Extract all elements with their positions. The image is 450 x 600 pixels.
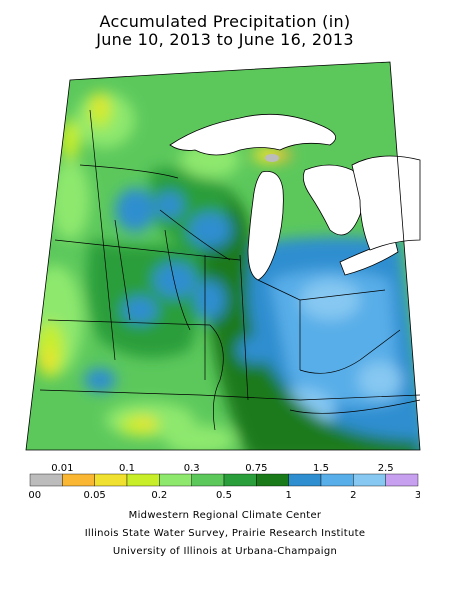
map-date-range: June 10, 2013 to June 16, 2013 xyxy=(96,30,354,49)
legend-swatch xyxy=(288,473,322,487)
legend-bottom-label: 0.05 xyxy=(84,490,106,501)
legend-color-bar xyxy=(29,473,419,487)
legend-top-label: 2.5 xyxy=(378,463,394,474)
legend-swatch xyxy=(191,473,225,487)
legend-top-label: 0.3 xyxy=(184,463,200,474)
credit-mrcc: Midwestern Regional Climate Center xyxy=(128,510,322,521)
legend-swatch xyxy=(223,473,257,487)
map-title: Accumulated Precipitation (in) xyxy=(99,12,351,31)
state-borders xyxy=(39,109,421,431)
legend-bottom-labels: 0.000.050.20.51235 xyxy=(28,490,420,501)
credit-isws: Illinois State Water Survey, Prairie Res… xyxy=(84,528,366,539)
legend-bottom-label: 3 xyxy=(415,490,420,501)
legend-bottom-label: 0.00 xyxy=(28,490,41,501)
credit-uiuc: University of Illinois at Urbana-Champai… xyxy=(112,546,338,557)
legend-bottom-label: 0.5 xyxy=(216,490,232,501)
color-scale-legend: 0.010.10.30.751.52.54 0.000.050.20.51235 xyxy=(28,463,420,501)
legend-swatch xyxy=(320,473,354,487)
legend-swatch xyxy=(94,473,128,487)
legend-bottom-label: 1 xyxy=(285,490,291,501)
legend-swatch xyxy=(353,473,386,487)
legend-swatch xyxy=(159,473,192,487)
legend-swatch xyxy=(256,473,289,487)
legend-top-labels: 0.010.10.30.751.52.54 xyxy=(51,463,394,474)
lake-huron xyxy=(302,164,364,236)
legend-top-label: 0.1 xyxy=(119,463,135,474)
legend-swatch xyxy=(62,473,95,487)
map-border xyxy=(25,61,421,451)
legend-top-label: 1.5 xyxy=(313,463,329,474)
legend-top-label: 0.75 xyxy=(245,463,267,474)
legend-top-label: 0.01 xyxy=(51,463,73,474)
legend-swatch xyxy=(126,473,160,487)
legend-bottom-label: 2 xyxy=(350,490,356,501)
precipitation-map xyxy=(25,61,421,451)
lake-superior xyxy=(169,113,337,156)
legend-swatch xyxy=(385,473,419,487)
lake-erie xyxy=(339,239,399,276)
legend-swatch xyxy=(29,473,63,487)
legend-bottom-label: 0.2 xyxy=(151,490,167,501)
